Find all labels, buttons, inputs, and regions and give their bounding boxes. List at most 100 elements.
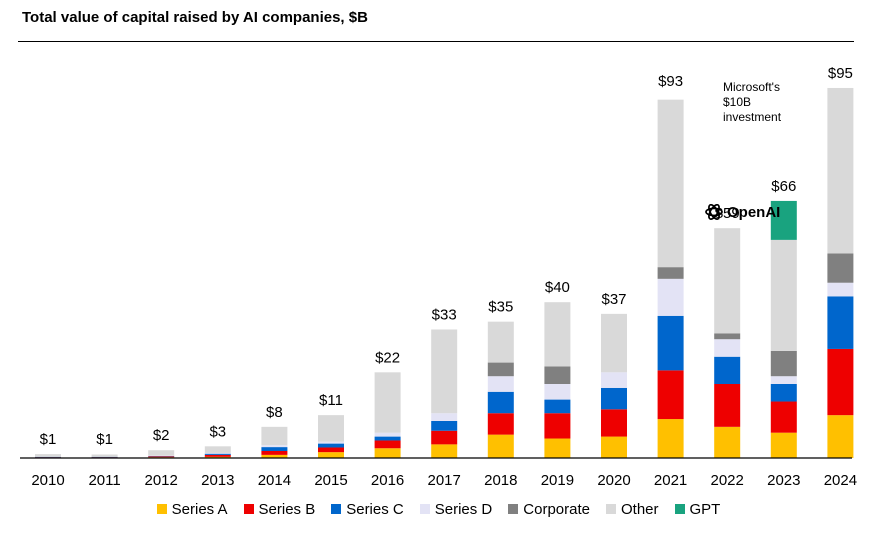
bar-segment-corporate-2021 <box>657 267 684 279</box>
microsoft-annotation-line-3: investment <box>723 110 782 124</box>
chart-title: Total value of capital raised by AI comp… <box>22 9 368 26</box>
bar-segment-series-b-2019 <box>544 413 571 439</box>
total-label-2014: $8 <box>266 404 283 421</box>
bar-segment-other-2018 <box>487 321 514 363</box>
legend-swatch <box>605 504 616 514</box>
bar-segment-corporate-2022 <box>714 333 741 340</box>
bar-segment-series-b-2015 <box>318 447 344 453</box>
bar-segment-corporate-2018 <box>487 362 514 377</box>
bar-segment-other-2022 <box>714 228 741 334</box>
total-label-2018: $35 <box>488 299 513 316</box>
bar-segment-corporate-2023 <box>770 350 797 377</box>
bar-segment-other-2013 <box>204 446 231 453</box>
total-label-2019: $40 <box>545 279 570 296</box>
total-label-2016: $22 <box>375 349 400 366</box>
total-label-2020: $37 <box>601 291 626 308</box>
bar-segment-other-2017 <box>431 329 458 414</box>
bar-segment-series-c-2017 <box>431 420 458 431</box>
bar-segment-corporate-2019 <box>544 366 571 384</box>
x-tick-2023: 2023 <box>767 472 800 489</box>
bar-segment-series-c-2018 <box>487 391 514 414</box>
legend-item-series-c: Series C <box>331 501 404 518</box>
microsoft-annotation-line-2: $10B <box>723 95 751 109</box>
bar-segment-series-d-2015 <box>318 441 344 444</box>
bar-segment-series-a-2022 <box>714 426 741 458</box>
bar-segment-series-b-2013 <box>204 454 231 457</box>
x-tick-2021: 2021 <box>654 472 687 489</box>
title-divider <box>18 41 854 42</box>
bar-segment-other-2012 <box>148 450 175 456</box>
bar-segment-series-a-2016 <box>374 448 401 458</box>
bar-segment-series-d-2019 <box>544 383 571 400</box>
bar-segment-series-d-2021 <box>657 278 684 316</box>
bar-segment-series-a-2023 <box>770 432 797 458</box>
legend-label: Corporate <box>523 500 590 518</box>
legend-item-gpt: GPT <box>674 500 721 518</box>
bar-segment-series-b-2023 <box>770 401 797 433</box>
bar-segment-series-a-2019 <box>544 438 571 458</box>
bar-segment-series-a-2015 <box>318 452 344 458</box>
bar-segment-series-c-2013 <box>204 453 231 455</box>
bar-segment-gpt-2023 <box>770 200 797 240</box>
x-tick-2024: 2024 <box>824 472 857 489</box>
legend-swatch <box>419 504 430 514</box>
bar-segment-series-a-2017 <box>431 444 458 458</box>
bar-segment-other-2020 <box>601 313 627 373</box>
bar-segment-series-c-2022 <box>714 356 741 384</box>
bar-segment-series-c-2014 <box>261 447 288 451</box>
bar-segment-series-c-2023 <box>770 383 797 402</box>
legend-swatch <box>508 504 519 514</box>
x-tick-2014: 2014 <box>258 472 291 489</box>
bar-segment-series-c-2024 <box>827 296 854 349</box>
bar-segment-series-d-2020 <box>601 372 627 388</box>
x-tick-2020: 2020 <box>597 472 630 489</box>
bar-segment-series-d-2014 <box>261 445 288 448</box>
x-tick-labels-group: 2010 2011 2012 2013 2014 2015 2016 2017 2018 2019… <box>31 472 857 489</box>
total-label-2023: $66 <box>771 178 796 195</box>
bar-segment-series-b-2016 <box>374 440 401 449</box>
bar-segment-series-c-2021 <box>657 315 684 371</box>
bar-segment-series-c-2015 <box>318 443 344 448</box>
bar-segment-series-a-2021 <box>657 419 684 458</box>
legend-label: Other <box>620 500 659 518</box>
bar-segment-series-d-2023 <box>770 376 797 384</box>
x-tick-2022: 2022 <box>711 472 744 489</box>
bar-segment-other-2016 <box>374 372 401 433</box>
x-tick-2017: 2017 <box>428 472 461 489</box>
bar-segment-series-b-2022 <box>714 383 741 427</box>
total-label-2012: $2 <box>153 427 170 444</box>
legend-swatch <box>156 504 167 514</box>
total-label-2024: $95 <box>828 65 853 82</box>
bar-segment-other-2019 <box>544 302 571 367</box>
legend-label: Series C <box>346 500 404 518</box>
legend-item-other: Other <box>605 500 659 518</box>
legend-swatch <box>674 504 685 514</box>
microsoft-annotation-line-1: Microsoft's <box>723 80 780 94</box>
bar-segment-series-b-2017 <box>431 430 458 445</box>
bar-segment-series-b-2012 <box>148 456 175 458</box>
total-label-2010: $1 <box>40 431 57 448</box>
legend-item-series-a: Series A <box>156 500 228 518</box>
total-labels-group: $1 $1 $2 $3$8$11$22$33 $35$40$37$93$59$66$95 <box>40 65 853 448</box>
total-label-2017: $33 <box>432 306 457 323</box>
total-label-2011: $1 <box>96 431 113 448</box>
bar-segment-other-2010 <box>35 454 61 457</box>
x-tick-2018: 2018 <box>484 472 517 489</box>
total-label-2015: $11 <box>319 392 343 409</box>
x-tick-2013: 2013 <box>201 472 234 489</box>
bar-segment-other-2015 <box>318 415 344 442</box>
legend-swatch <box>331 504 342 514</box>
legend-label: Series D <box>434 500 493 518</box>
bar-segment-series-b-2021 <box>657 370 684 420</box>
x-tick-2010: 2010 <box>31 472 64 489</box>
bar-segment-other-2021 <box>657 99 684 268</box>
bar-segment-series-d-2024 <box>827 282 854 297</box>
total-label-2021: $93 <box>658 73 683 90</box>
openai-logo-text: OpenAI <box>727 204 780 221</box>
bar-segment-other-2023 <box>770 239 797 351</box>
bar-segment-corporate-2024 <box>827 253 854 283</box>
legend-label: GPT <box>689 500 721 518</box>
x-tick-2012: 2012 <box>145 472 178 489</box>
legend-label: Series A <box>171 500 228 518</box>
